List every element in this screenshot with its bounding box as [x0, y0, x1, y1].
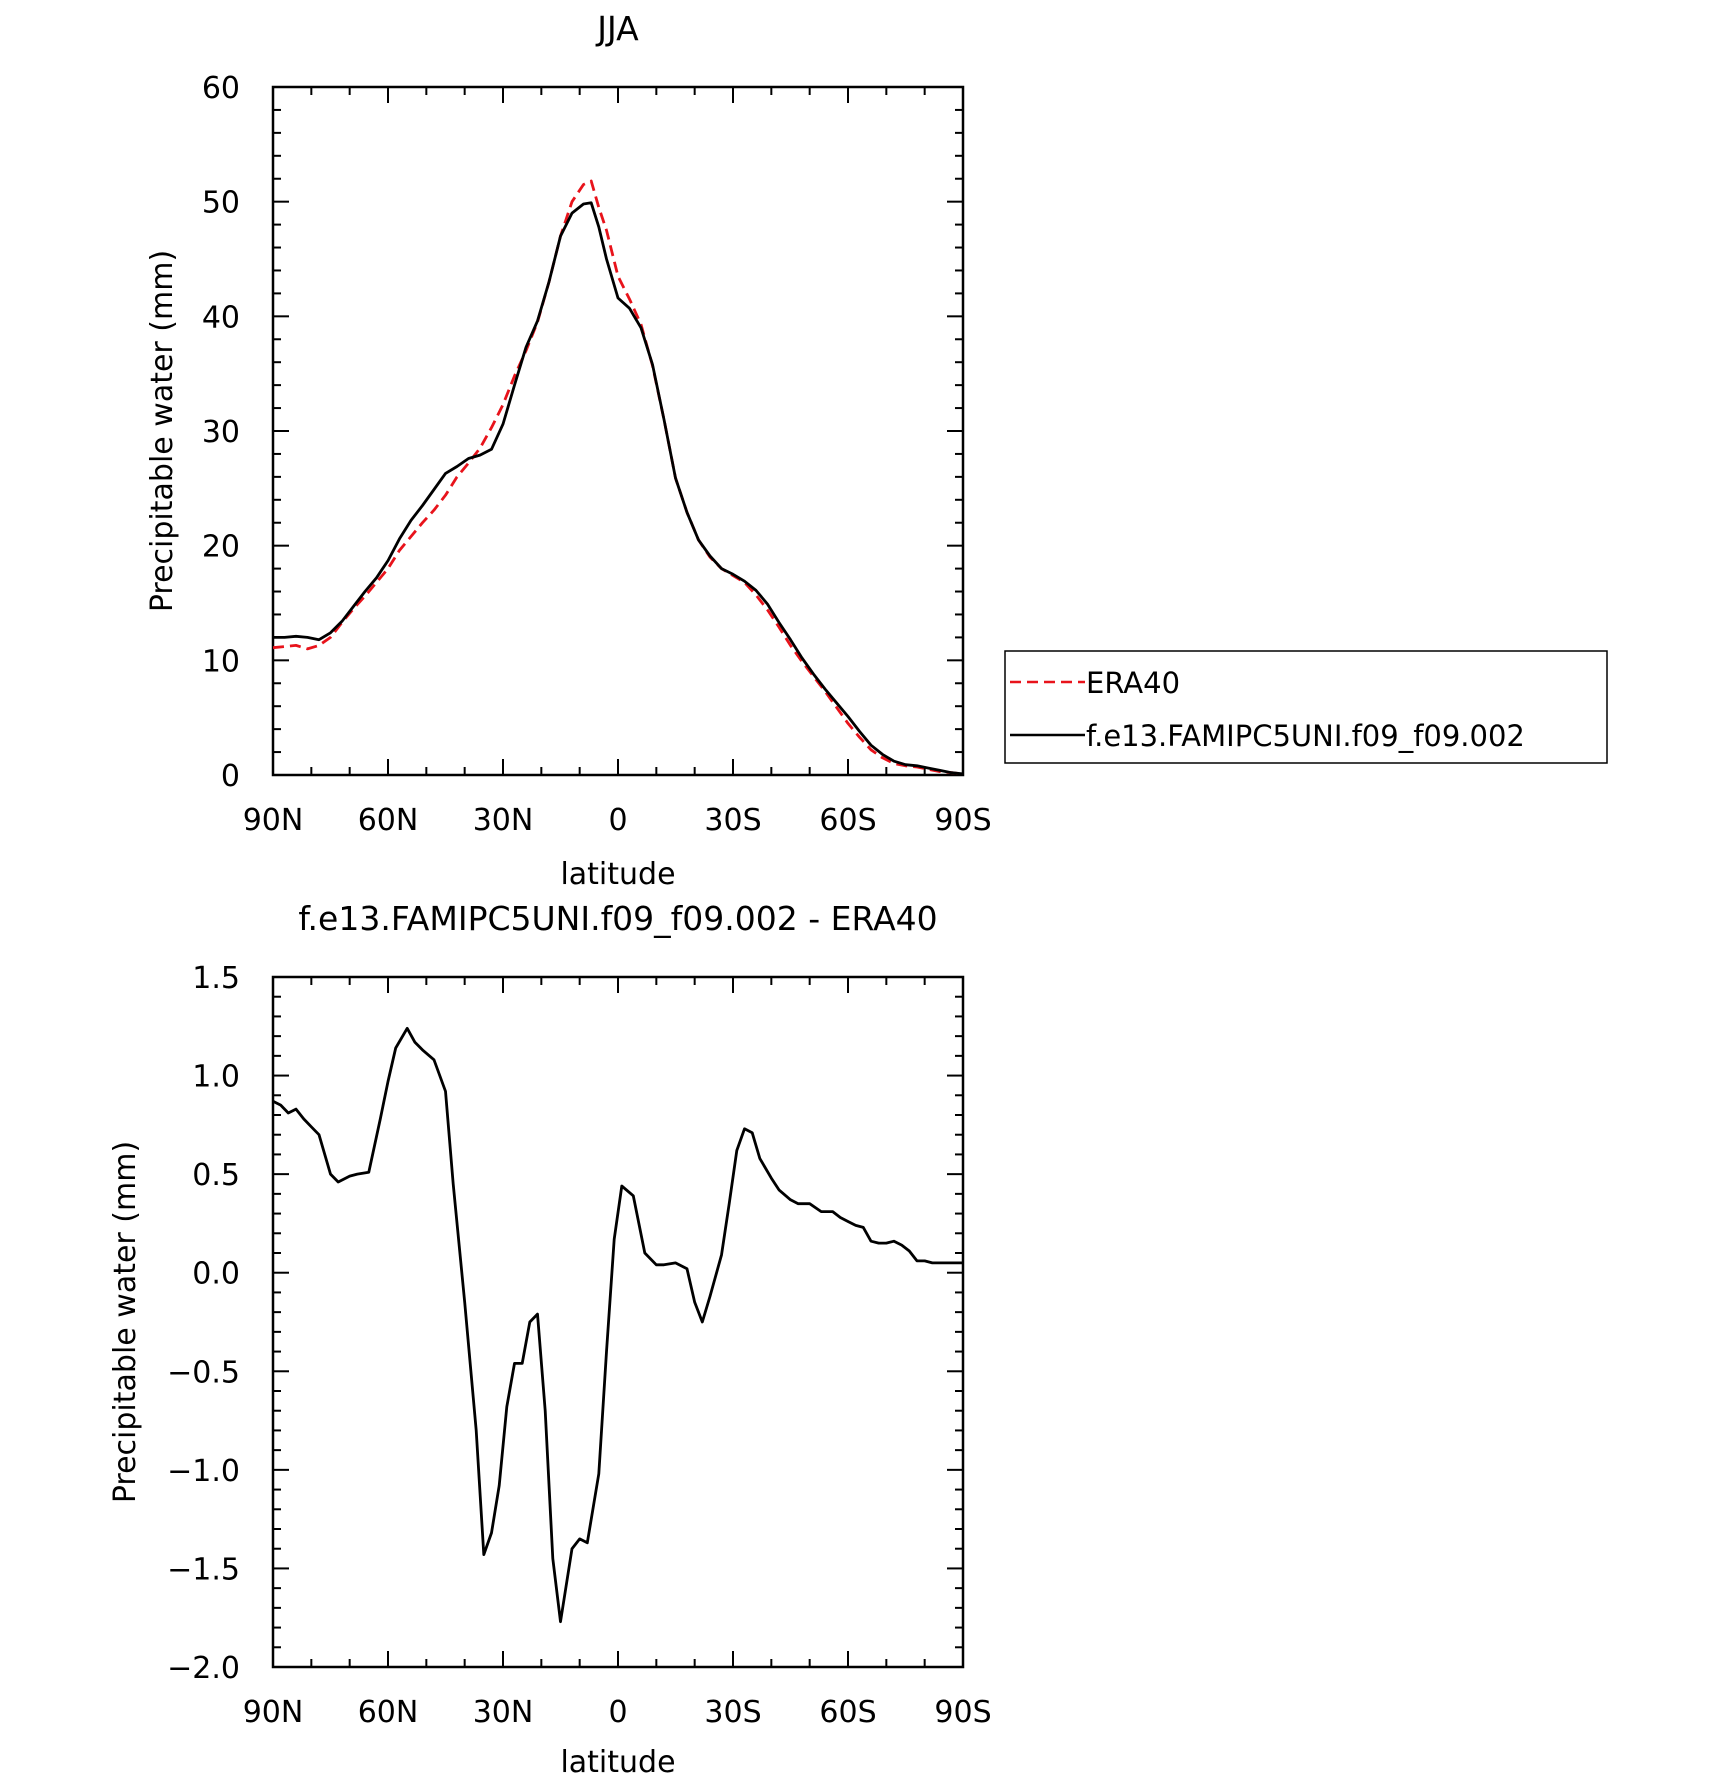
y-tick-label: −1.0	[167, 1454, 240, 1489]
x-tick-label: 0	[608, 803, 627, 838]
x-tick-label: 30N	[473, 1695, 534, 1730]
y-tick-label: 1.0	[192, 1060, 240, 1095]
y-tick-label: 10	[202, 644, 240, 679]
top-series-line-0	[272, 179, 964, 776]
top-ticks: 90N 60N 30N 0 30S 60S 90S 0 10 20 30 40 50 60	[202, 71, 992, 838]
x-tick-label: 60N	[358, 803, 419, 838]
bottom-chart-title: f.e13.FAMIPC5UNI.f09_f09.002 - ERA40	[298, 899, 937, 938]
y-tick-label: 0.0	[192, 1257, 240, 1292]
x-tick-label: 30S	[704, 1695, 761, 1730]
legend-label-model: f.e13.FAMIPC5UNI.f09_f09.002	[1086, 719, 1525, 753]
y-tick-label: 60	[202, 71, 240, 106]
bottom-y-axis-title: Precipitable water (mm)	[108, 1141, 143, 1503]
x-tick-label: 60N	[358, 1695, 419, 1730]
top-x-axis-title: latitude	[560, 857, 675, 892]
y-tick-label: 0.5	[192, 1158, 240, 1193]
x-tick-label: 90S	[934, 803, 991, 838]
x-tick-label: 90N	[243, 803, 304, 838]
legend: ERA40 f.e13.FAMIPC5UNI.f09_f09.002	[1004, 650, 1608, 764]
bottom-plot-frame	[271, 975, 965, 1669]
x-tick-label: 60S	[819, 803, 876, 838]
y-tick-label: 40	[202, 300, 240, 335]
y-tick-label: −2.0	[167, 1651, 240, 1686]
y-tick-label: 50	[202, 186, 240, 221]
bottom-ticks: 90N 60N 30N 0 30S 60S 90S 1.5 1.0 0.5 0.0 −0.5 −1.0 −…	[167, 961, 991, 1730]
x-tick-label: 30N	[473, 803, 534, 838]
y-tick-label: −0.5	[167, 1355, 240, 1390]
y-tick-label: 1.5	[192, 961, 240, 996]
x-tick-label: 0	[608, 1695, 627, 1730]
top-chart-title: JJA	[595, 9, 639, 48]
top-series-group	[272, 179, 964, 776]
x-tick-label: 90S	[934, 1695, 991, 1730]
y-tick-label: 30	[202, 415, 240, 450]
x-tick-label: 90N	[243, 1695, 304, 1730]
bottom-x-axis-title: latitude	[560, 1745, 675, 1777]
bottom-series-group	[272, 1026, 963, 1624]
top-plot-frame	[271, 85, 965, 777]
bottom-series-line-0	[272, 1026, 963, 1624]
x-tick-label: 30S	[704, 803, 761, 838]
bottom-panel: f.e13.FAMIPC5UNI.f09_f09.002 - ERA40 90N…	[108, 899, 992, 1777]
legend-label-era40: ERA40	[1086, 666, 1180, 700]
top-series-line-1	[273, 201, 964, 776]
x-tick-label: 60S	[819, 1695, 876, 1730]
top-y-axis-title: Precipitable water (mm)	[145, 250, 180, 612]
y-tick-label: 0	[221, 759, 240, 794]
legend-box	[1004, 650, 1608, 764]
top-panel: JJA 90N 60N 30N 0 30S 60S 90S 0 10 20 30 40 50 60 Pre…	[145, 9, 1608, 892]
y-tick-label: 20	[202, 530, 240, 565]
y-tick-label: −1.5	[167, 1552, 240, 1587]
